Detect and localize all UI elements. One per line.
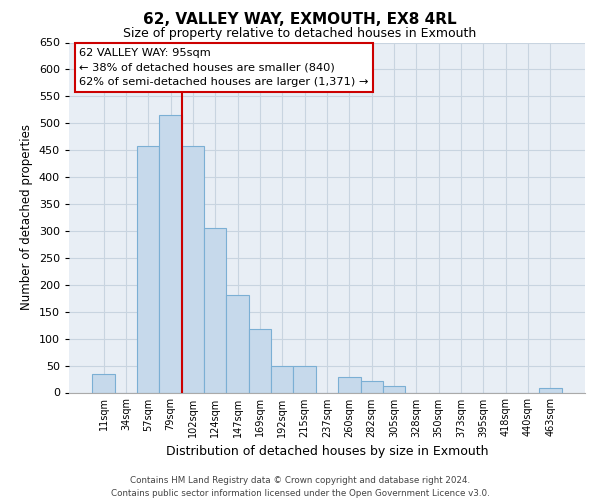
Bar [160, 115, 182, 392]
Bar [182, 146, 204, 392]
Bar [293, 366, 316, 392]
Bar [383, 386, 405, 392]
Bar [92, 374, 115, 392]
Y-axis label: Number of detached properties: Number of detached properties [20, 124, 33, 310]
Bar [226, 295, 249, 392]
Bar [204, 228, 226, 392]
Bar [361, 380, 383, 392]
Bar [338, 378, 361, 392]
Text: 62, VALLEY WAY, EXMOUTH, EX8 4RL: 62, VALLEY WAY, EXMOUTH, EX8 4RL [143, 12, 457, 28]
Text: 62 VALLEY WAY: 95sqm
← 38% of detached houses are smaller (840)
62% of semi-deta: 62 VALLEY WAY: 95sqm ← 38% of detached h… [79, 48, 368, 88]
Bar [137, 146, 160, 392]
Text: Size of property relative to detached houses in Exmouth: Size of property relative to detached ho… [124, 28, 476, 40]
Text: Contains HM Land Registry data © Crown copyright and database right 2024.
Contai: Contains HM Land Registry data © Crown c… [110, 476, 490, 498]
Bar [539, 388, 562, 392]
Bar [249, 329, 271, 392]
X-axis label: Distribution of detached houses by size in Exmouth: Distribution of detached houses by size … [166, 445, 488, 458]
Bar [271, 366, 293, 392]
